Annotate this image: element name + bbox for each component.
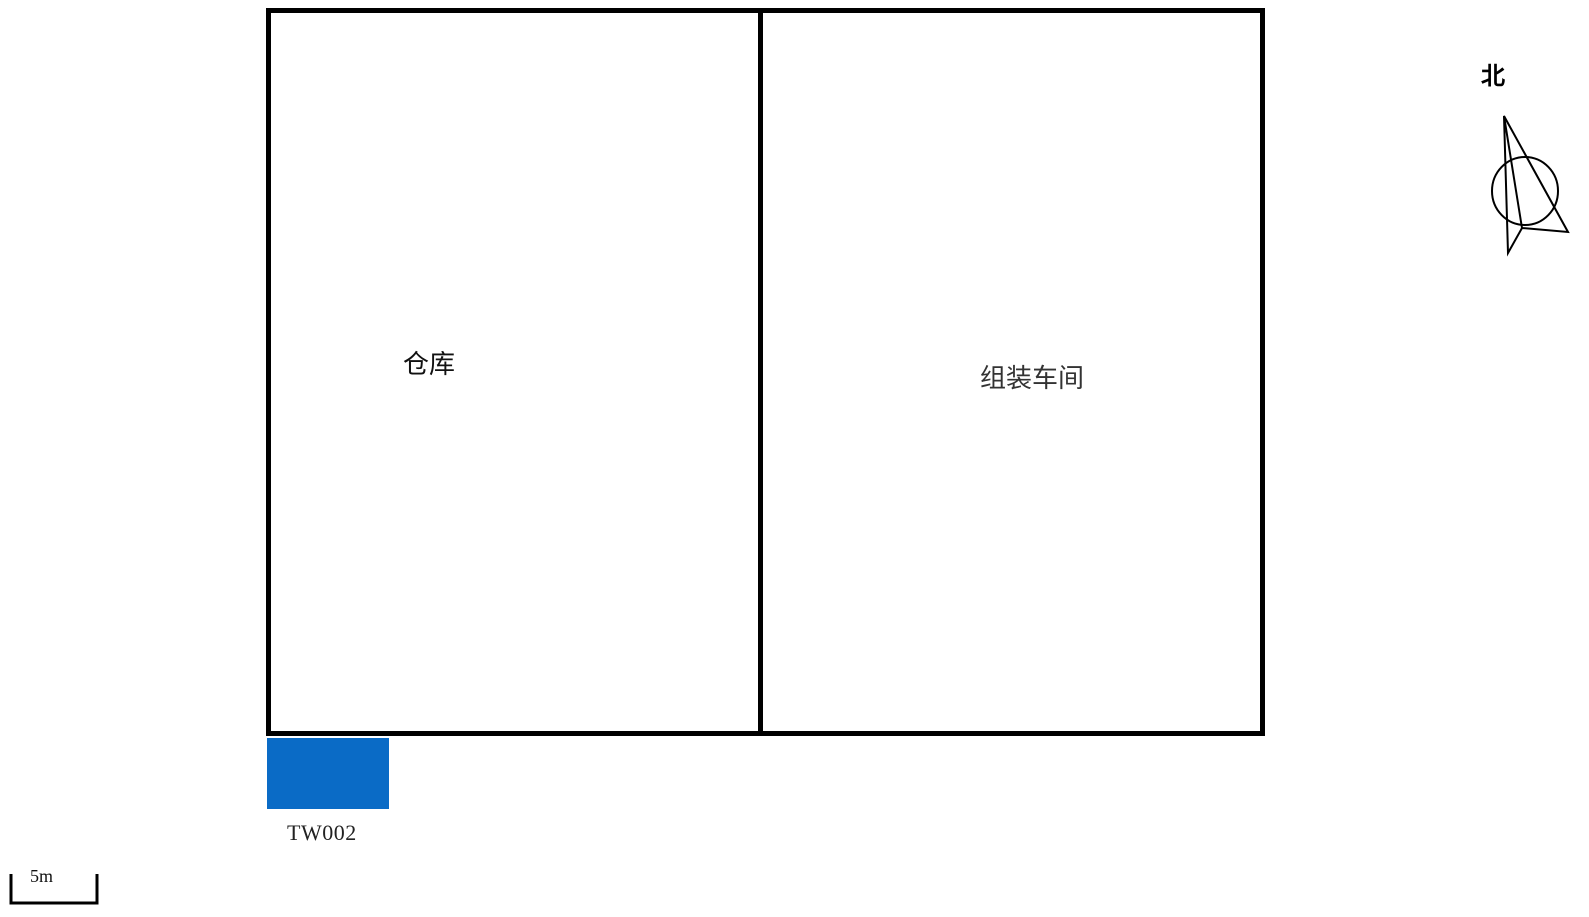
scale-label: 5m (30, 866, 54, 886)
warehouse-building (266, 8, 763, 736)
assembly-workshop-label: 组装车间 (980, 364, 1085, 394)
monitoring-well-label: TW002 (287, 820, 357, 845)
north-label: 北 (1481, 62, 1505, 90)
scale-bar-icon (9, 874, 99, 905)
assembly-workshop-building (758, 8, 1265, 736)
monitoring-well-marker (267, 738, 389, 809)
north-arrow-icon (1491, 115, 1570, 257)
warehouse-label: 仓库 (403, 350, 456, 380)
